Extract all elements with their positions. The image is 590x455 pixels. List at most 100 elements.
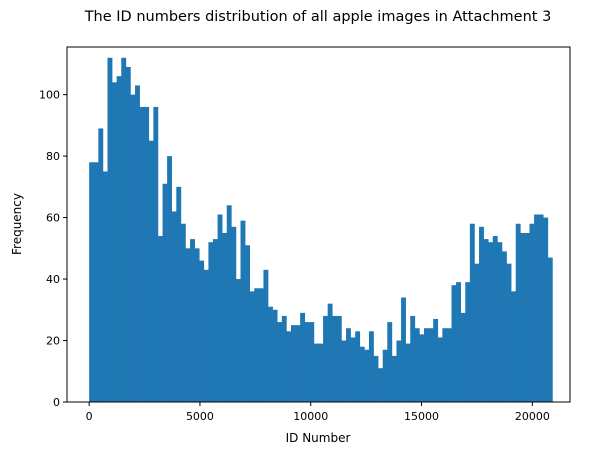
histogram-bar — [414, 328, 420, 402]
histogram-bar — [171, 211, 177, 402]
histogram-bar — [318, 343, 324, 402]
x-tick-label: 5000 — [186, 410, 214, 423]
histogram-bar — [231, 226, 237, 402]
x-tick-label: 20000 — [515, 410, 550, 423]
y-axis-ticks: 0 20 40 60 80 100 — [39, 89, 67, 409]
y-tick-label: 60 — [46, 212, 60, 225]
histogram-bar — [157, 236, 163, 402]
histogram-bar — [162, 183, 168, 402]
histogram-bar — [167, 156, 173, 402]
histogram-bar — [506, 263, 512, 402]
histogram-bar — [249, 291, 255, 402]
histogram-bar — [245, 245, 250, 402]
histogram-bar — [226, 205, 232, 402]
histogram-bar — [483, 239, 489, 402]
histogram-bar — [387, 322, 393, 402]
histogram-bar — [465, 282, 471, 402]
histogram-bar — [451, 285, 457, 402]
histogram-bar — [295, 325, 301, 402]
histogram-bar — [534, 214, 539, 402]
histogram-bar — [153, 106, 159, 402]
histogram-bar — [116, 76, 122, 402]
y-tick-label: 100 — [39, 89, 60, 102]
y-tick-label: 80 — [46, 150, 60, 163]
histogram-bar — [309, 322, 315, 402]
histogram-bar — [327, 303, 333, 402]
histogram-bar — [208, 242, 214, 402]
y-tick-label: 20 — [46, 335, 60, 348]
histogram-bar — [460, 312, 466, 402]
histogram-bar — [474, 263, 480, 402]
histogram-bar — [538, 214, 544, 402]
histogram-bar — [547, 257, 553, 402]
histogram-bar — [364, 349, 370, 402]
histogram-bar — [373, 355, 379, 402]
histogram-bar — [268, 306, 273, 402]
histogram-bar — [529, 223, 535, 402]
histogram-bar — [401, 297, 406, 402]
histogram-bar — [135, 85, 140, 403]
histogram-bar — [213, 239, 218, 402]
histogram-bar — [290, 325, 296, 402]
histogram-bar — [217, 214, 223, 402]
histogram-bar — [272, 309, 278, 402]
plot-frame — [66, 46, 571, 403]
histogram-bar — [405, 343, 411, 402]
histogram-bar — [263, 269, 269, 402]
histogram-bar — [433, 319, 439, 402]
histogram-bar — [469, 223, 475, 402]
histogram-bar — [488, 242, 494, 402]
histogram-bar — [98, 128, 104, 402]
histogram-bar — [89, 162, 95, 402]
histogram-bar — [511, 291, 517, 402]
histogram-bar — [497, 242, 503, 402]
histogram-bar — [107, 57, 113, 402]
histogram-bar — [148, 140, 154, 403]
histogram-bar — [130, 94, 136, 402]
histogram-bar — [194, 248, 200, 402]
histogram-bar — [428, 328, 434, 402]
x-tick-label: 0 — [86, 410, 93, 423]
histogram-bar — [424, 328, 429, 402]
histogram-bar — [419, 334, 425, 402]
histogram-bar — [355, 331, 361, 402]
x-axis-label: ID Number — [286, 431, 351, 445]
histogram-bar — [336, 315, 342, 402]
histogram-bar — [277, 322, 283, 402]
histogram-bar — [341, 340, 347, 402]
histogram-bar — [524, 232, 530, 402]
histogram-bar — [437, 337, 443, 402]
histogram-bar — [501, 251, 507, 402]
x-tick-label: 10000 — [293, 410, 328, 423]
histogram-bar — [350, 337, 356, 402]
histogram-bar — [410, 315, 416, 402]
histogram-bar — [185, 248, 191, 402]
y-tick-label: 40 — [46, 273, 60, 286]
histogram-bar — [180, 223, 186, 402]
histogram-bar — [102, 171, 108, 402]
y-tick-label: 0 — [53, 396, 60, 409]
histogram-bar — [543, 217, 549, 402]
histogram-bar — [125, 66, 131, 402]
histogram-bar — [446, 328, 452, 402]
histogram-bar — [281, 315, 287, 402]
histogram-bar — [456, 282, 461, 402]
histogram-bar — [391, 355, 397, 402]
histogram-bar — [235, 279, 241, 402]
histogram-bar — [240, 220, 246, 402]
histogram-bar — [139, 106, 145, 402]
histogram-bar — [203, 269, 209, 402]
histogram-bar — [190, 239, 195, 402]
histogram-bar — [144, 106, 150, 402]
histogram-bar — [300, 312, 306, 402]
histogram-bar — [112, 82, 117, 402]
histogram-bar — [176, 186, 182, 402]
x-axis-ticks: 0 5000 10000 15000 20000 — [86, 402, 550, 423]
histogram-bar — [479, 226, 484, 402]
histogram-bar — [313, 343, 319, 402]
histogram-bar — [258, 288, 264, 402]
histogram-bar — [442, 328, 448, 402]
histogram-bar — [346, 328, 351, 402]
histogram-bar — [368, 331, 374, 402]
